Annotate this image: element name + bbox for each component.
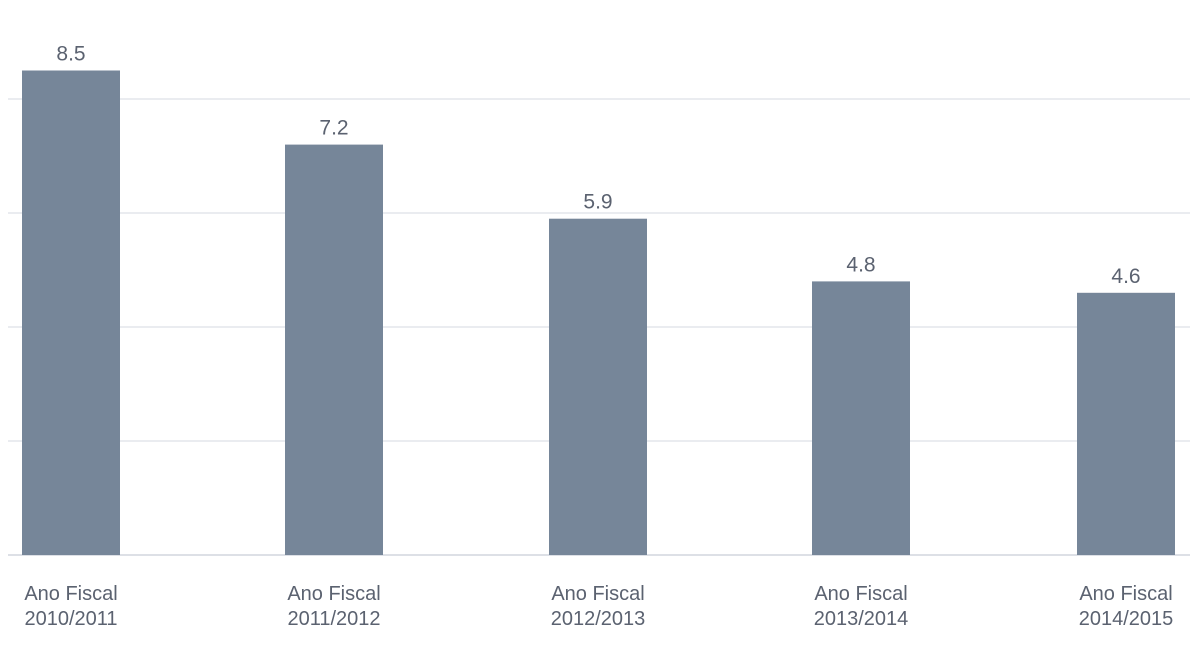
bar <box>549 218 647 555</box>
value-label: 4.8 <box>846 253 875 276</box>
value-label: 5.9 <box>583 191 612 214</box>
x-tick-label: 2011/2012 <box>287 608 380 630</box>
x-tick-label: Ano Fiscal <box>814 583 907 605</box>
value-label: 8.5 <box>56 43 85 66</box>
value-label: 4.6 <box>1111 265 1140 288</box>
bar <box>22 70 120 555</box>
value-labels: 8.5 7.2 5.9 4.8 4.6 <box>56 43 1140 288</box>
x-tick-label: Ano Fiscal <box>287 583 380 605</box>
bars <box>22 70 1175 555</box>
x-tick-label: Ano Fiscal <box>551 583 644 605</box>
x-tick-label: Ano Fiscal <box>24 583 117 605</box>
value-label: 7.2 <box>319 117 348 140</box>
bar <box>285 144 383 555</box>
x-tick-label: 2010/2011 <box>24 608 117 630</box>
bar <box>1077 292 1175 555</box>
x-axis-tick-labels: Ano Fiscal 2010/2011 Ano Fiscal 2011/2012 An… <box>24 583 1173 630</box>
x-tick-label: 2013/2014 <box>814 608 909 630</box>
x-tick-label: 2014/2015 <box>1079 608 1174 630</box>
x-tick-label: Ano Fiscal <box>1079 583 1172 605</box>
bar <box>812 281 910 555</box>
x-tick-label: 2012/2013 <box>551 608 646 630</box>
